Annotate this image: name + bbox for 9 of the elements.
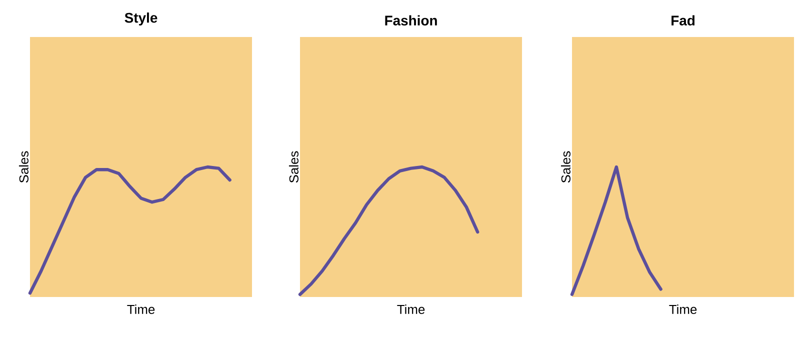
- chart-title: Fad: [672, 15, 694, 26]
- y-axis-title: Sales: [288, 151, 298, 183]
- x-axis-title: Time: [127, 304, 155, 314]
- y-axis-title: Sales: [560, 151, 570, 183]
- x-axis-title: Time: [669, 304, 697, 314]
- chart-title: Style: [124, 12, 158, 26]
- chart-title: Fashion: [385, 15, 437, 26]
- x-axis-title: Time: [397, 304, 425, 314]
- y-axis-title: Sales: [18, 151, 28, 183]
